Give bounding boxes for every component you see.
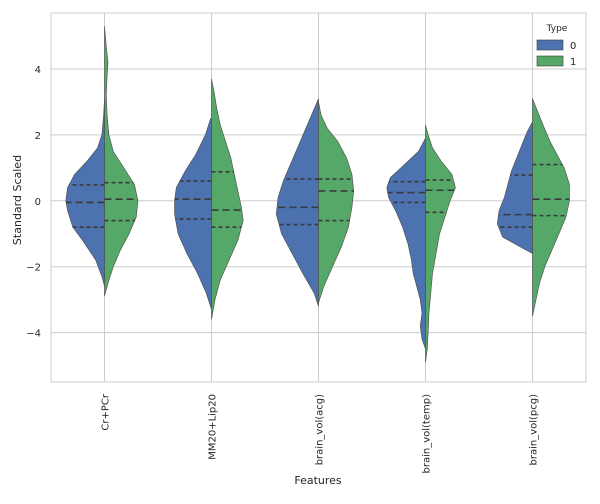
y-tick-label: 4 xyxy=(35,65,41,76)
y-tick-label: 2 xyxy=(35,131,41,142)
legend-label-0: 0 xyxy=(570,41,576,52)
y-tick-label: −2 xyxy=(26,263,41,274)
quartile-lines xyxy=(66,163,570,228)
x-axis-ticks: Cr+PCr MM20+Lip20 brain_vol(acg) brain_vol(… xyxy=(101,393,540,473)
y-tick-label: −4 xyxy=(26,329,41,340)
y-tick-label: 0 xyxy=(35,197,41,208)
legend-swatch-0 xyxy=(536,39,564,51)
violin-half-type-0 xyxy=(386,138,426,350)
violin-half-type-0 xyxy=(174,118,212,310)
legend-label-1: 1 xyxy=(570,57,576,68)
violin-half-type-1 xyxy=(425,124,456,363)
x-axis-label: Features xyxy=(294,474,342,487)
x-tick-label: brain_vol(acg) xyxy=(315,394,326,465)
violin-half-type-1 xyxy=(104,26,139,297)
legend: Type 0 1 xyxy=(536,24,576,68)
violin-half-type-1 xyxy=(318,101,355,304)
violin-half-type-1 xyxy=(532,98,570,317)
x-tick-label: brain_vol(temp) xyxy=(422,394,433,474)
violins xyxy=(65,26,570,363)
violin-half-type-0 xyxy=(275,98,319,307)
y-axis-ticks: −4 −2 0 2 4 xyxy=(26,65,41,340)
x-tick-label: MM20+Lip20 xyxy=(208,394,219,460)
violin-half-type-0 xyxy=(65,98,105,287)
x-tick-label: brain_vol(pcg) xyxy=(529,394,540,466)
legend-title: Type xyxy=(546,24,568,34)
violin-half-type-1 xyxy=(211,78,244,320)
legend-swatch-1 xyxy=(536,55,564,67)
violin-half-type-0 xyxy=(496,121,533,255)
x-tick-label: Cr+PCr xyxy=(101,393,112,430)
y-axis-label: Standard Scaled xyxy=(11,155,24,245)
